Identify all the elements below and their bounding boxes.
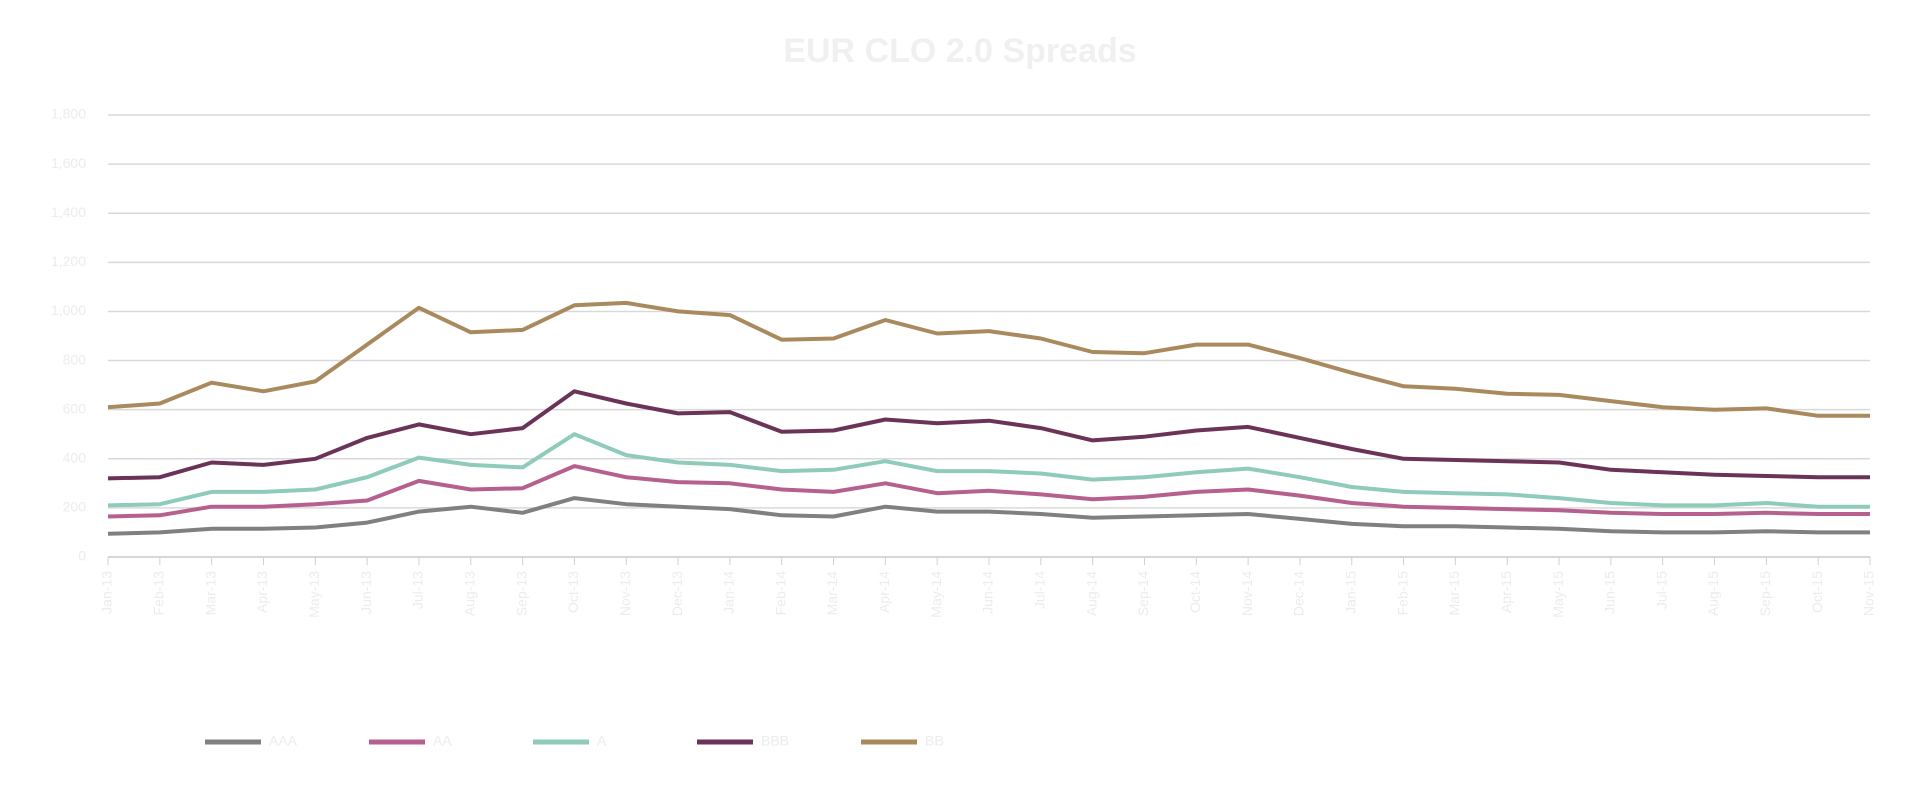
x-tick-label: Nov-13 bbox=[617, 571, 633, 616]
x-tick-label: Aug-14 bbox=[1083, 571, 1099, 616]
series-line bbox=[107, 432, 1870, 509]
y-tick-label: 1,000 bbox=[51, 302, 86, 318]
y-tick-label: 1,400 bbox=[51, 204, 86, 220]
y-tick-label: 200 bbox=[63, 499, 87, 515]
x-tick-label: Jul-14 bbox=[1032, 571, 1048, 609]
x-tick-label: Nov-14 bbox=[1239, 571, 1255, 616]
y-tick-label: 1,200 bbox=[51, 253, 86, 269]
series-line bbox=[107, 464, 1870, 519]
x-tick-label: Sep-13 bbox=[513, 571, 529, 616]
series-line bbox=[107, 300, 1870, 418]
x-tick-label: Aug-13 bbox=[461, 571, 477, 616]
y-tick-label: 400 bbox=[63, 449, 87, 465]
x-tick-label: Jul-13 bbox=[410, 571, 426, 609]
series-line bbox=[107, 496, 1870, 536]
x-tick-label: Apr-14 bbox=[876, 571, 892, 613]
y-tick-label: 1,600 bbox=[51, 155, 86, 171]
x-tick-label: Dec-13 bbox=[669, 571, 685, 616]
legend-label: AAA bbox=[269, 733, 298, 749]
x-tick-label: Jun-15 bbox=[1602, 571, 1618, 614]
x-tick-label: Sep-15 bbox=[1757, 571, 1773, 616]
x-tick-label: Feb-15 bbox=[1394, 571, 1410, 616]
x-tick-label: Sep-14 bbox=[1135, 571, 1151, 616]
x-tick-label: May-14 bbox=[928, 571, 944, 618]
x-tick-label: Feb-14 bbox=[772, 571, 788, 616]
legend-label: AA bbox=[433, 733, 452, 749]
x-tick-label: Jan-14 bbox=[721, 571, 737, 614]
series-line bbox=[107, 389, 1870, 481]
x-tick-label: Jun-13 bbox=[358, 571, 374, 614]
x-tick-label: May-15 bbox=[1550, 571, 1566, 618]
x-tick-label: Jun-14 bbox=[980, 571, 996, 614]
y-tick-label: 600 bbox=[63, 400, 87, 416]
x-tick-label: Jan-13 bbox=[99, 571, 115, 614]
x-tick-label: Nov-15 bbox=[1861, 571, 1877, 616]
x-tick-label: Jan-15 bbox=[1342, 571, 1358, 614]
y-tick-label: 0 bbox=[78, 548, 86, 564]
x-tick-label: Mar-15 bbox=[1446, 571, 1462, 616]
x-tick-label: Apr-13 bbox=[254, 571, 270, 613]
legend-label: BB bbox=[925, 733, 944, 749]
x-tick-label: Oct-14 bbox=[1187, 571, 1203, 613]
x-tick-label: Mar-14 bbox=[824, 571, 840, 616]
y-tick-label: 800 bbox=[63, 351, 87, 367]
x-tick-label: Dec-14 bbox=[1291, 571, 1307, 616]
chart-title: EUR CLO 2.0 Spreads bbox=[783, 32, 1136, 70]
x-tick-label: Apr-15 bbox=[1498, 571, 1514, 613]
x-tick-label: Feb-13 bbox=[151, 571, 167, 616]
x-tick-label: Oct-15 bbox=[1809, 571, 1825, 613]
legend-label: BBB bbox=[761, 733, 789, 749]
y-tick-label: 1,800 bbox=[51, 106, 86, 122]
x-tick-label: Mar-13 bbox=[202, 571, 218, 616]
x-tick-label: Jul-15 bbox=[1653, 571, 1669, 609]
x-tick-label: Aug-15 bbox=[1705, 571, 1721, 616]
x-tick-label: May-13 bbox=[306, 571, 322, 618]
legend-label: A bbox=[597, 733, 607, 749]
x-tick-label: Oct-13 bbox=[565, 571, 581, 613]
